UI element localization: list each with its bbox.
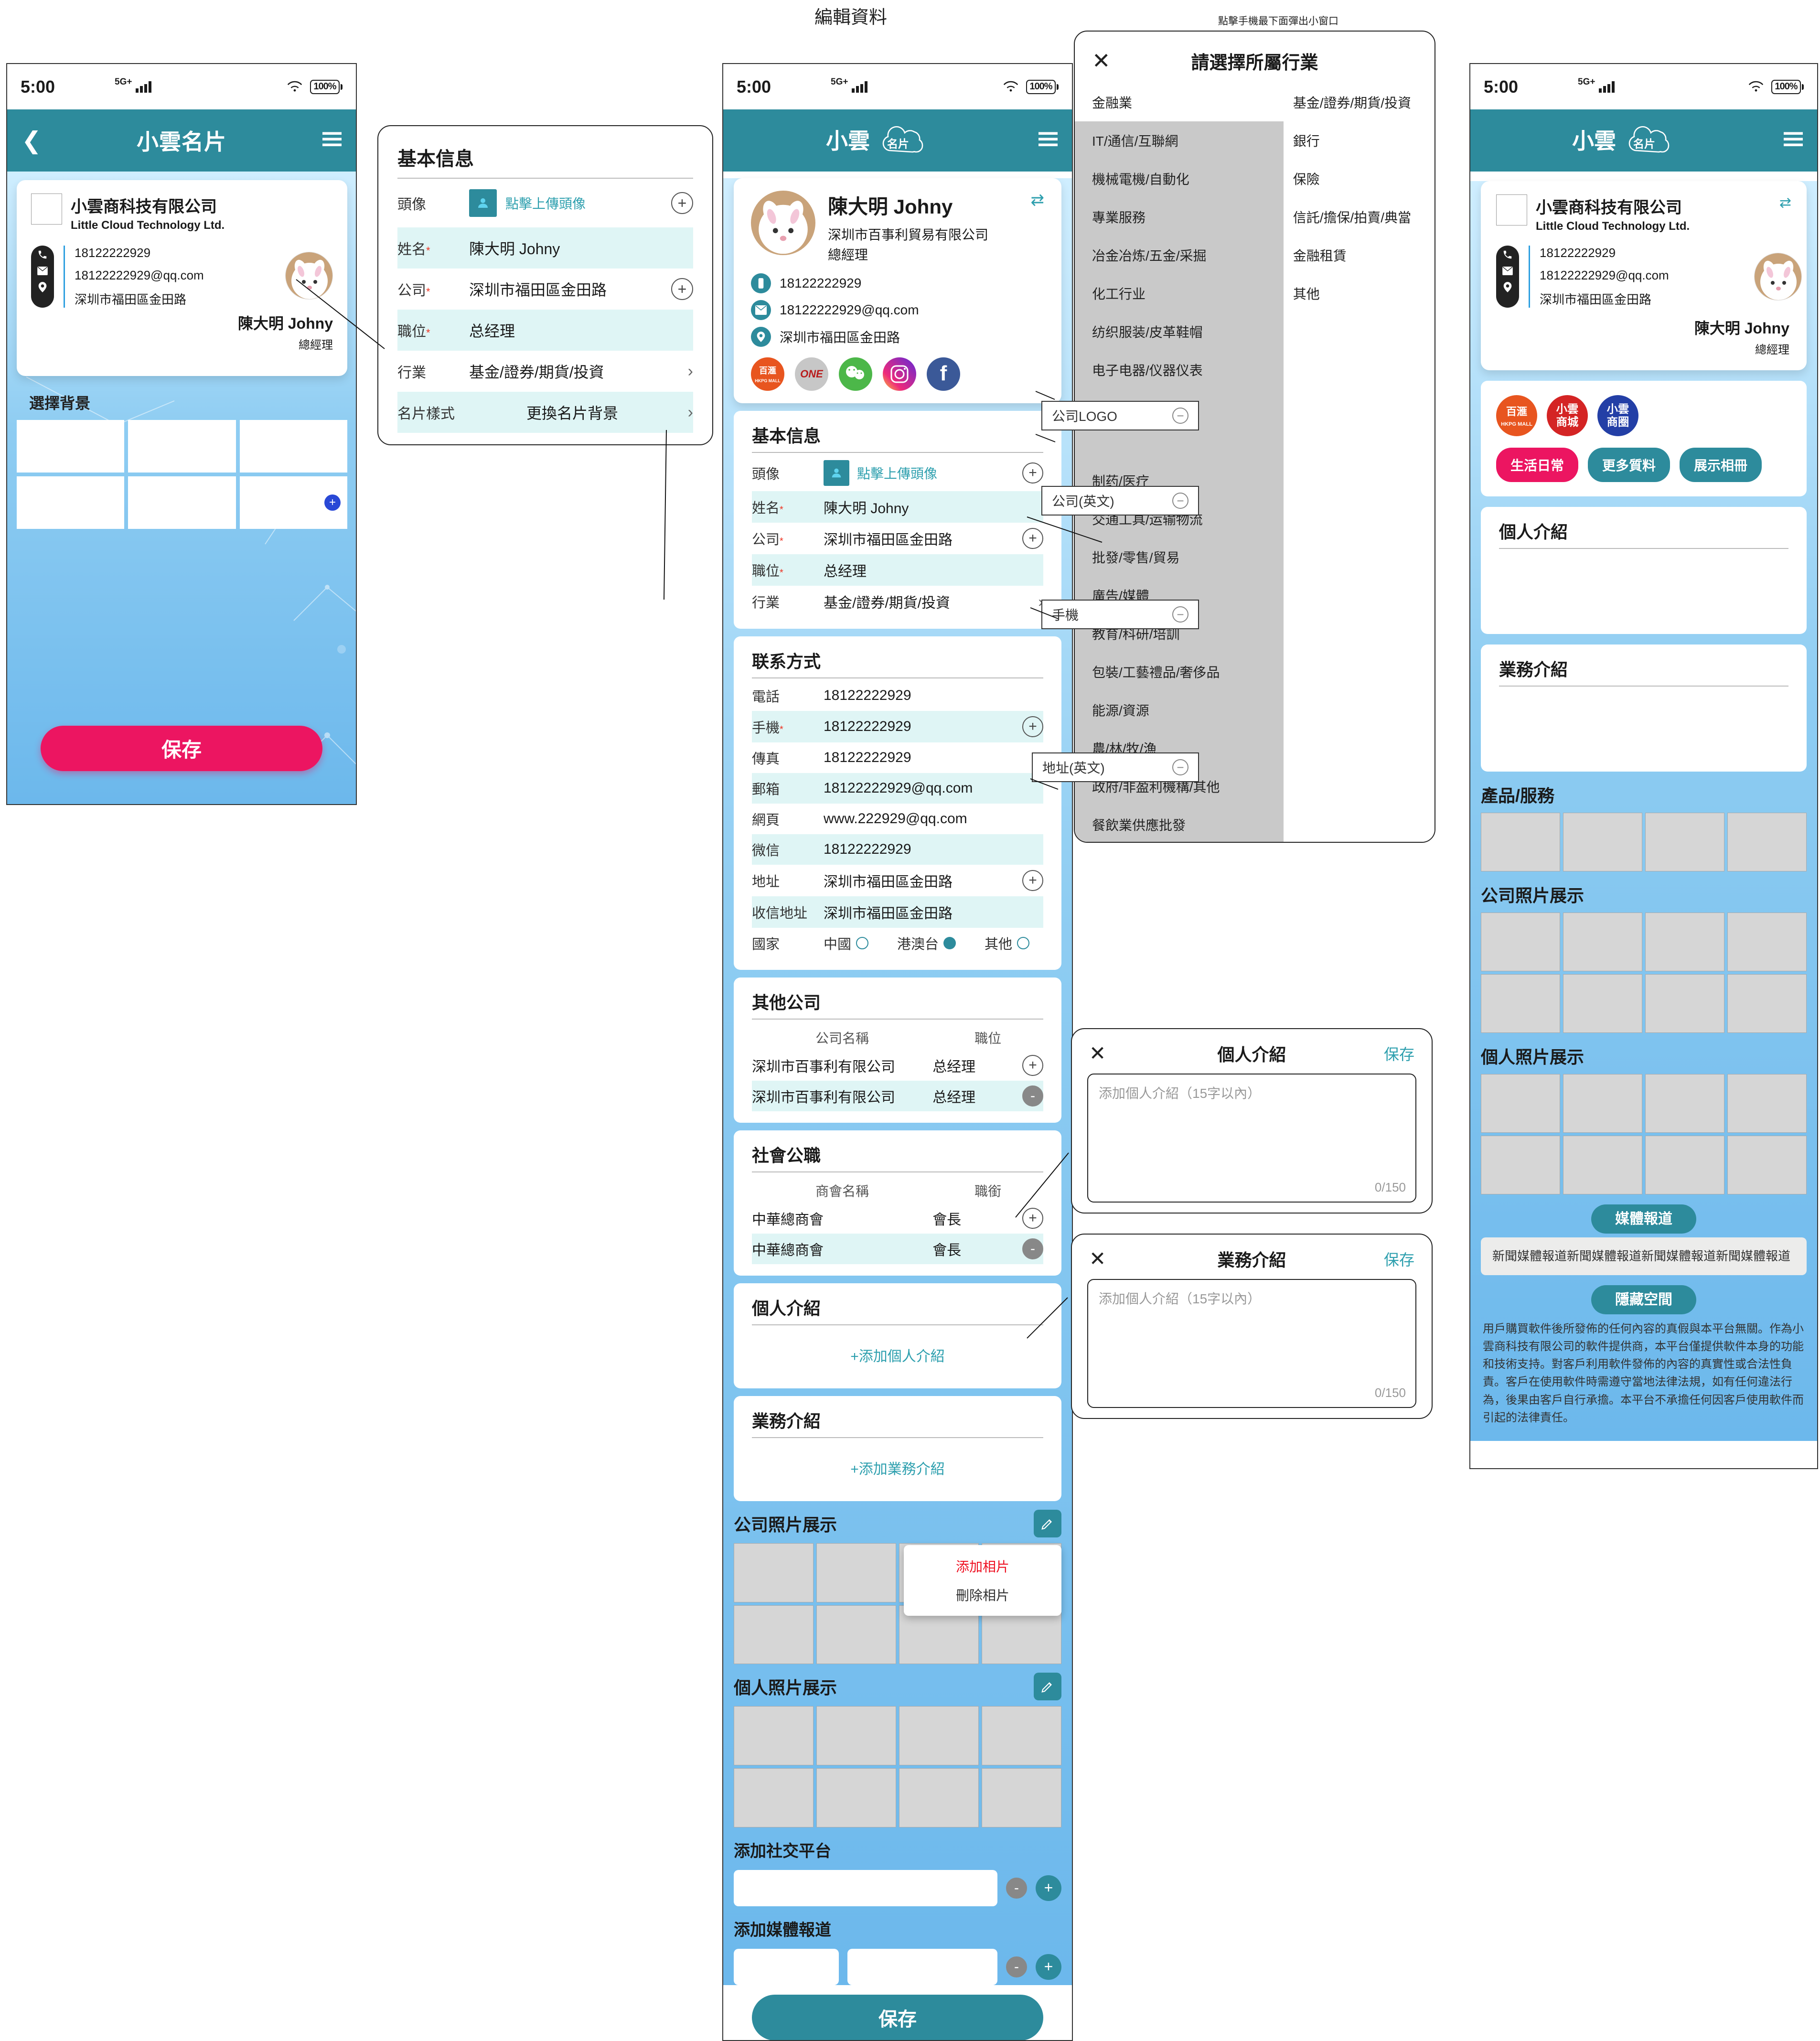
svg-text:名片: 名片 [887, 138, 909, 150]
svg-text:商城: 商城 [1556, 415, 1579, 428]
svg-text:名片: 名片 [1633, 138, 1655, 150]
svg-text:商圈: 商圈 [1607, 415, 1629, 428]
svg-text:HKPG MALL: HKPG MALL [755, 378, 781, 383]
svg-text:HKPG MALL: HKPG MALL [1501, 421, 1532, 427]
svg-text:小雲: 小雲 [1607, 403, 1629, 415]
svg-text:f: f [940, 362, 947, 385]
svg-text:小雲: 小雲 [1572, 129, 1616, 153]
svg-text:小雲: 小雲 [826, 129, 870, 153]
svg-text:ONE: ONE [800, 368, 824, 380]
svg-text:小雲: 小雲 [1556, 403, 1579, 415]
svg-text:百滙: 百滙 [759, 365, 776, 376]
svg-text:百滙: 百滙 [1506, 406, 1527, 418]
